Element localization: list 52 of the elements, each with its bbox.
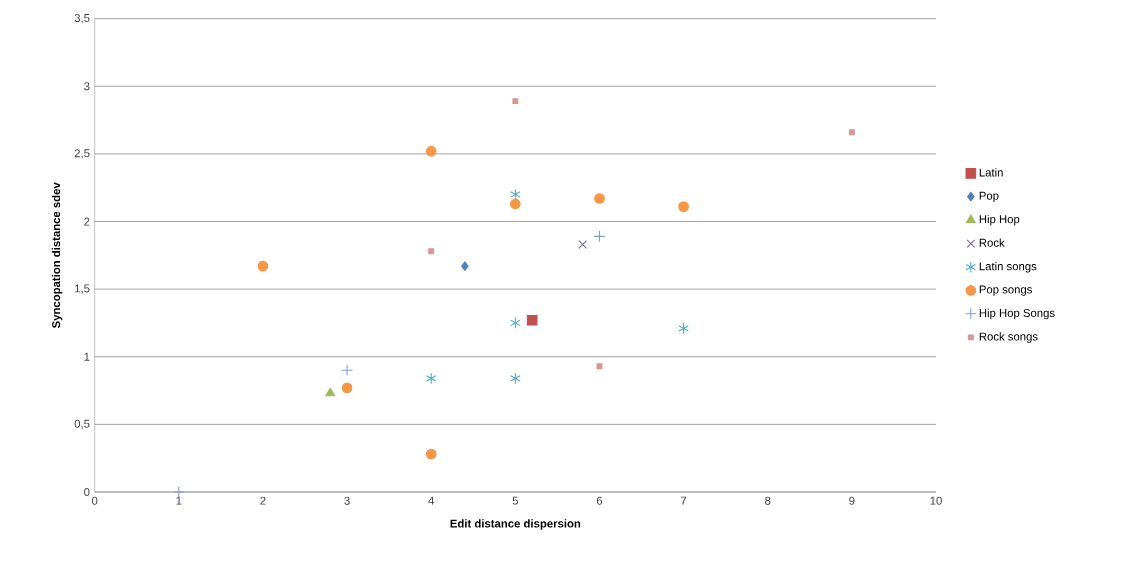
y-axis-title: Syncopation distance sdev [51,182,63,328]
x-tick-label: 8 [765,496,771,505]
legend-label: Latin songs [979,261,1037,273]
y-tick-label: 2,5 [74,149,90,159]
point [428,248,435,255]
y-tick-label: 3,5 [74,13,90,24]
x-tick-label: 2 [260,496,266,505]
point [512,98,519,104]
legend-label: Pop songs [979,285,1032,296]
point [510,316,521,329]
point [510,188,521,201]
point [593,230,606,243]
point [510,198,521,210]
point [678,322,689,335]
x-tick-label: 3 [344,496,350,505]
point [426,372,437,385]
x-tick-label: 5 [512,496,519,505]
legend-label: Rock songs [979,332,1038,343]
y-tick-label: 0 [84,487,90,496]
x-axis-title: Edit distance dispersion [450,519,581,530]
y-tick-label: 0,5 [74,419,90,429]
point [578,240,587,249]
legend-label: Rock [979,238,1005,247]
x-tick-label: 9 [849,496,855,505]
point [341,364,353,376]
legend-label: Hip Hop Songs [979,308,1055,320]
point [596,363,603,370]
legend-label: Latin [979,168,1003,177]
legend-label: Pop [979,191,999,202]
x-tick-label: 10 [930,496,942,505]
y-tick-label: 1,5 [75,284,90,294]
x-tick-label: 1 [176,496,182,505]
legend-label: Hip Hop [979,214,1020,226]
point [172,485,185,498]
point [848,129,855,136]
x-tick-label: 6 [596,496,603,505]
point [510,372,521,385]
y-tick-label: 1 [84,352,90,361]
point [678,201,689,212]
x-tick-label: 0 [91,496,98,505]
point [257,260,269,272]
point [325,387,336,397]
point [526,314,538,326]
point [425,448,437,460]
y-tick-label: 3 [84,82,90,91]
point [461,261,469,271]
point [594,193,605,204]
point [341,382,353,394]
point [425,145,437,157]
x-tick-label: 4 [428,496,435,505]
x-tick-label: 7 [681,496,687,505]
y-tick-label: 2 [84,217,90,226]
